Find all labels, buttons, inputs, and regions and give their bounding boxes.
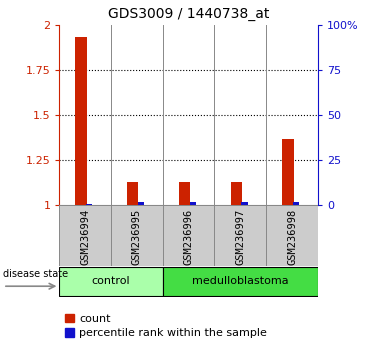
Text: GSM236994: GSM236994 — [80, 208, 90, 264]
Bar — [231, 182, 242, 205]
Text: GSM236996: GSM236996 — [183, 208, 194, 264]
Text: GSM236998: GSM236998 — [287, 208, 297, 264]
Bar — [138, 202, 144, 205]
Bar — [190, 202, 196, 205]
Bar — [59, 267, 163, 296]
Bar — [75, 38, 87, 205]
Text: GSM236995: GSM236995 — [132, 208, 142, 264]
Bar — [241, 202, 247, 205]
Bar — [163, 267, 318, 296]
Text: control: control — [92, 276, 130, 286]
Bar — [214, 205, 266, 266]
Bar — [179, 182, 190, 205]
Bar — [293, 202, 299, 205]
Bar — [86, 204, 92, 205]
Bar — [282, 138, 294, 205]
Bar — [163, 205, 214, 266]
Title: GDS3009 / 1440738_at: GDS3009 / 1440738_at — [108, 7, 269, 21]
Bar — [127, 182, 139, 205]
Bar — [111, 205, 163, 266]
Legend: count, percentile rank within the sample: count, percentile rank within the sample — [65, 314, 267, 338]
Bar — [266, 205, 318, 266]
Text: disease state: disease state — [3, 269, 68, 279]
Text: medulloblastoma: medulloblastoma — [192, 276, 289, 286]
Bar — [59, 205, 111, 266]
Text: GSM236997: GSM236997 — [235, 208, 246, 264]
